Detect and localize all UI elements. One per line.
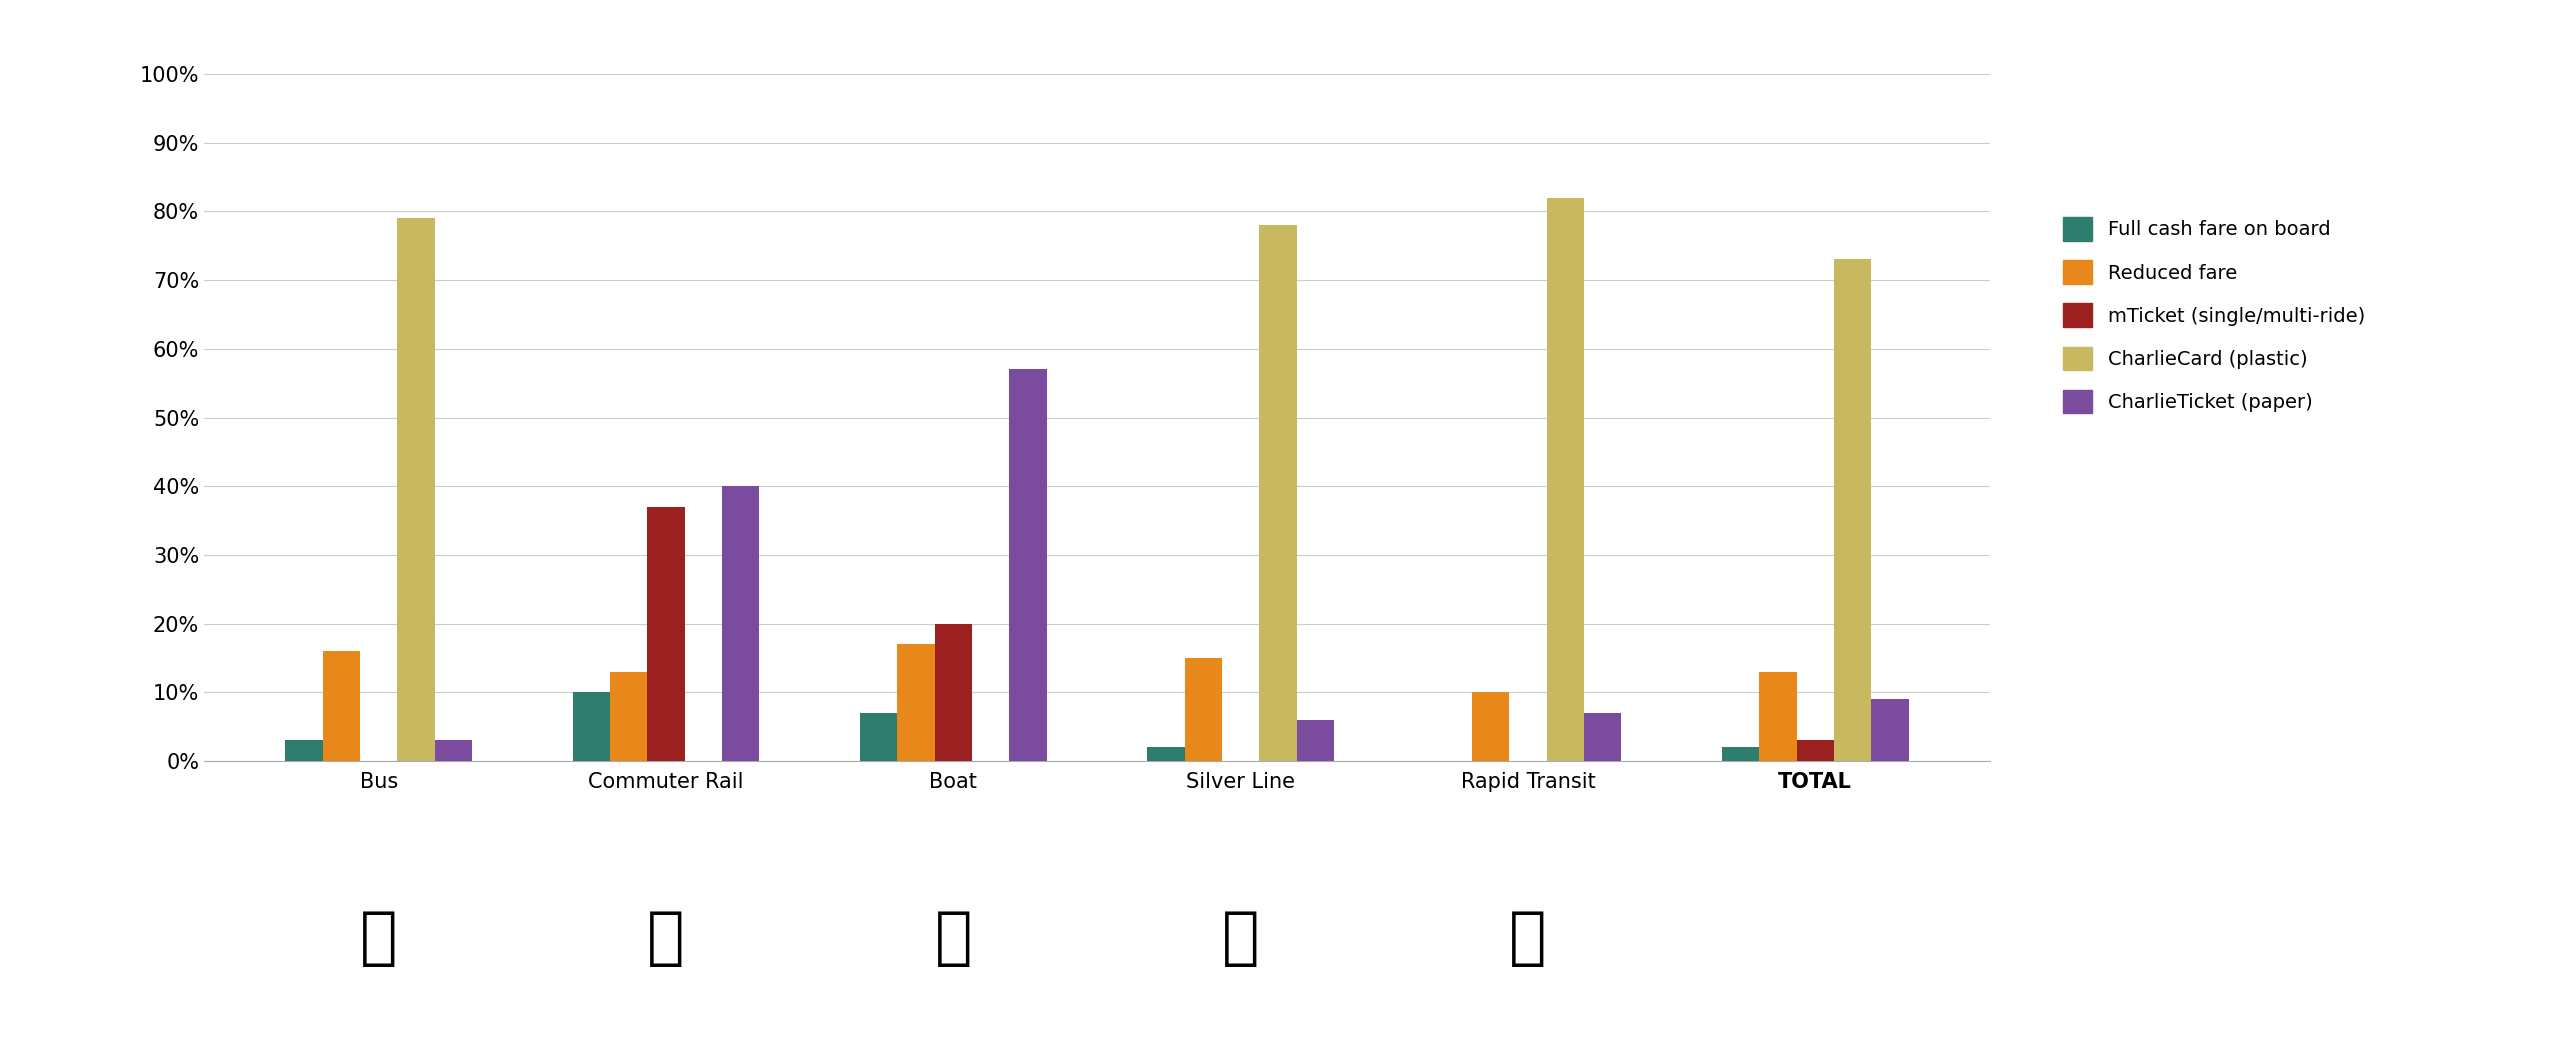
Text: 🚂: 🚂 (648, 909, 684, 969)
Bar (1760, 672, 1796, 761)
Bar (1834, 259, 1872, 761)
Bar (398, 218, 434, 761)
Bar (434, 740, 472, 761)
Bar (1010, 369, 1046, 761)
Text: 🚌: 🚌 (1222, 909, 1260, 969)
Bar (571, 692, 610, 761)
Bar (860, 712, 898, 761)
Bar (1472, 692, 1510, 761)
Bar (722, 486, 760, 761)
Bar (648, 507, 684, 761)
Bar (321, 651, 360, 761)
Bar (1872, 700, 1908, 761)
Bar (1546, 198, 1584, 761)
Bar (1296, 720, 1334, 761)
Bar (898, 644, 934, 761)
Text: 🚌: 🚌 (360, 909, 398, 969)
Text: 🚇: 🚇 (1510, 909, 1546, 969)
Bar (1260, 225, 1296, 761)
Bar (286, 740, 321, 761)
Bar (1722, 747, 1760, 761)
Text: ⛴: ⛴ (934, 909, 972, 969)
Bar (1148, 747, 1184, 761)
Legend: Full cash fare on board, Reduced fare, mTicket (single/multi-ride), CharlieCard : Full cash fare on board, Reduced fare, m… (2054, 207, 2375, 423)
Bar (934, 624, 972, 761)
Bar (1796, 740, 1834, 761)
Bar (610, 672, 648, 761)
Bar (1584, 712, 1622, 761)
Bar (1184, 657, 1222, 761)
